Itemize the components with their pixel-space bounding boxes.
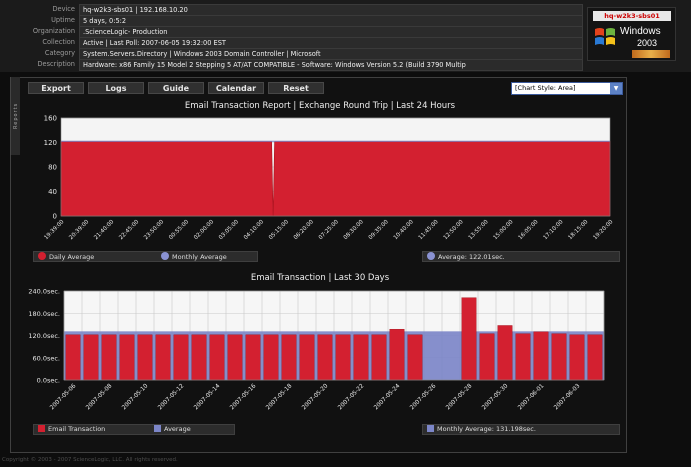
description-row: Description Hardware: x86 Family 15 Model… bbox=[0, 59, 583, 71]
legend-monthly-average: Monthly Average bbox=[161, 252, 227, 262]
chart1-title: Email Transaction Report | Exchange Roun… bbox=[184, 101, 456, 111]
legend-monthly-average-value: Monthly Average: 131.198sec. bbox=[427, 425, 536, 434]
blue-circle-icon bbox=[427, 252, 435, 260]
collection-row: Collection Active | Last Poll: 2007-06-05… bbox=[0, 37, 583, 49]
calendar-button[interactable]: Calendar bbox=[208, 82, 264, 94]
windows-logo-icon bbox=[595, 28, 615, 45]
os-badge-title: hq-w2k3-sbs01 bbox=[593, 11, 671, 21]
legend-average: Average bbox=[154, 425, 191, 434]
os-brand: Windows bbox=[620, 26, 661, 37]
legend-daily-average: Daily Average bbox=[38, 252, 94, 262]
reports-side-tab[interactable]: Reports bbox=[10, 77, 20, 155]
export-button[interactable]: Export bbox=[28, 82, 84, 94]
chart2-average-legend: Monthly Average: 131.198sec. bbox=[422, 424, 620, 435]
description-label: Description bbox=[37, 60, 75, 68]
chart1-average-legend: Average: 122.01sec. bbox=[422, 251, 620, 262]
legend-average-value: Average: 122.01sec. bbox=[427, 252, 505, 262]
chart2-legend: Email Transaction Average bbox=[33, 424, 235, 435]
red-circle-icon bbox=[38, 252, 46, 260]
device-info-header: Device hq-w2k3-sbs01 | 192.168.10.20 Upti… bbox=[0, 0, 691, 72]
collection-label: Collection bbox=[42, 38, 75, 46]
device-label: Device bbox=[52, 5, 75, 13]
description-value: Hardware: x86 Family 15 Model 2 Stepping… bbox=[79, 59, 583, 71]
logs-button[interactable]: Logs bbox=[88, 82, 144, 94]
blue-square-icon bbox=[427, 425, 434, 432]
reset-button[interactable]: Reset bbox=[268, 82, 324, 94]
category-label: Category bbox=[44, 49, 75, 57]
category-row: Category System.Servers.Directory | Windo… bbox=[0, 48, 583, 60]
red-square-icon bbox=[38, 425, 45, 432]
blue-circle-icon bbox=[161, 252, 169, 260]
chart-style-select[interactable]: [Chart Style: Area] ▼ bbox=[511, 82, 623, 95]
chart2-title: Email Transaction | Last 30 Days bbox=[250, 273, 390, 283]
uptime-row: Uptime 5 days, 0:5:2 bbox=[0, 15, 583, 27]
chart-style-value: [Chart Style: Area] bbox=[515, 84, 576, 92]
organization-label: Organization bbox=[32, 27, 75, 35]
chevron-down-icon[interactable]: ▼ bbox=[610, 83, 622, 94]
chart1-legend: Daily Average Monthly Average bbox=[33, 251, 258, 262]
organization-row: Organization .ScienceLogic- Production bbox=[0, 26, 583, 38]
legend-email-transaction: Email Transaction bbox=[38, 425, 105, 434]
report-panel bbox=[10, 77, 627, 453]
guide-button[interactable]: Guide bbox=[148, 82, 204, 94]
os-badge: hq-w2k3-sbs01 Windows 2003 bbox=[587, 7, 676, 61]
os-badge-stripe bbox=[632, 50, 670, 58]
blue-square-icon bbox=[154, 425, 161, 432]
device-row: Device hq-w2k3-sbs01 | 192.168.10.20 bbox=[0, 4, 583, 16]
os-version: 2003 bbox=[637, 38, 658, 48]
copyright-footer: Copyright © 2003 - 2007 ScienceLogic, LL… bbox=[2, 457, 178, 463]
uptime-label: Uptime bbox=[51, 16, 75, 24]
